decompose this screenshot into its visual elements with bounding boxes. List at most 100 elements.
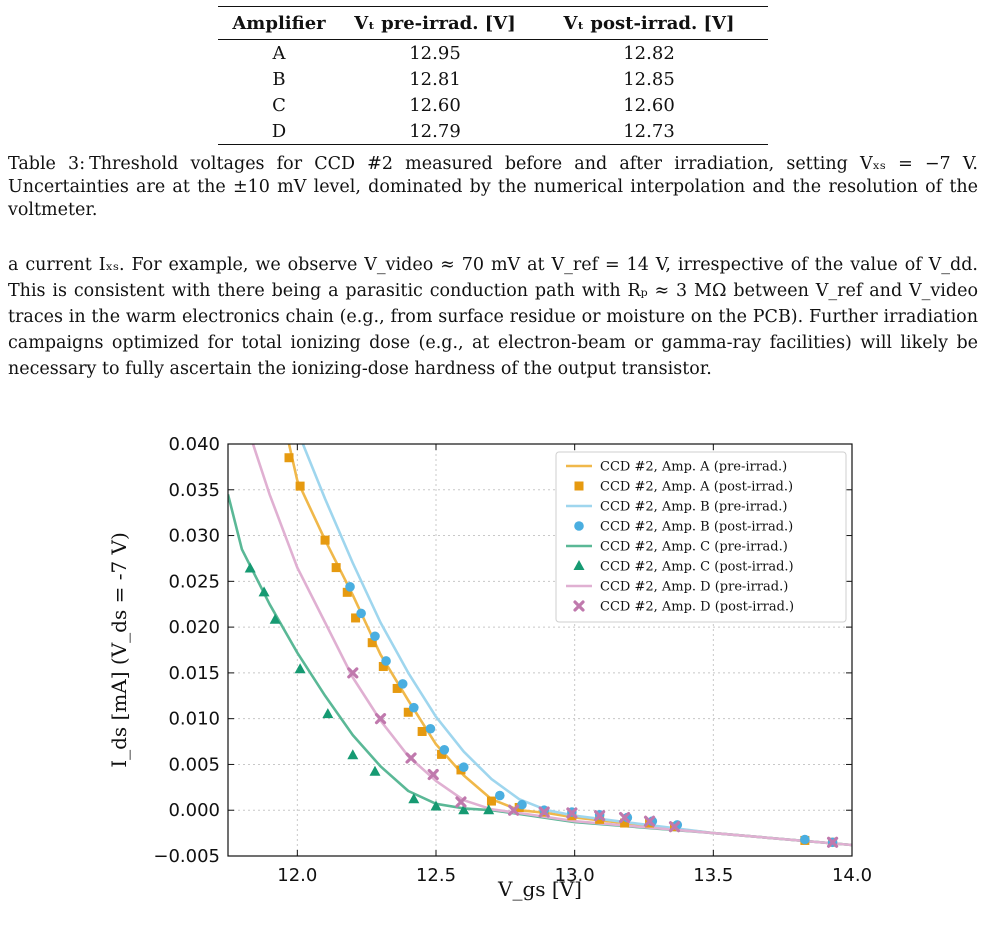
data-point-series-5 [430, 800, 442, 811]
y-tick-label: 0.035 [168, 480, 220, 501]
data-point-series-7 [374, 713, 387, 725]
legend-marker-swatch [573, 600, 585, 612]
table-cell-amplifier: A [272, 42, 286, 64]
data-point-series-1 [620, 818, 630, 828]
table-cell-post: 12.73 [623, 120, 675, 142]
table-header-vt-pre: Vₜ pre-irrad. [V] [354, 12, 516, 34]
data-point-series-5 [369, 765, 381, 776]
x-tick-label: 13.5 [693, 865, 733, 886]
data-point-series-7 [668, 821, 681, 833]
data-point-series-3 [517, 799, 527, 810]
series-line-6 [251, 444, 852, 847]
table-cell-pre: 12.79 [409, 120, 461, 142]
data-point-series-5 [258, 586, 270, 597]
tick-layer: 12.0 12.5 13.0 13.5 14.0 −0.005 0.000 0.005 0.01… [153, 434, 872, 886]
y-tick-label: 0.025 [168, 571, 220, 592]
table-caption: Table 3: Threshold voltages for CCD #2 me… [8, 153, 978, 222]
legend: CCD #2, Amp. A (pre-irrad.) CCD #2, Amp. … [555, 451, 847, 623]
y-tick-label: 0.010 [168, 709, 220, 730]
legend-entry-label: CCD #2, Amp. C (pre-irrad.) [600, 540, 788, 555]
table-cell-amplifier: B [272, 68, 286, 90]
y-tick-label: 0.020 [168, 617, 220, 638]
legend-entry-label: CCD #2, Amp. B (post-irrad.) [600, 520, 793, 535]
table-cell-post: 12.82 [623, 42, 675, 64]
table-row: D 12.79 12.73 [218, 118, 768, 144]
data-point-series-7 [347, 667, 359, 679]
data-point-series-7 [618, 811, 631, 824]
legend-entry-label: CCD #2, Amp. D (pre-irrad.) [600, 580, 788, 595]
data-point-series-1 [351, 613, 361, 623]
table-cell-pre: 12.60 [409, 94, 461, 116]
data-point-series-1 [342, 587, 352, 597]
table-cell-post: 12.60 [623, 94, 675, 116]
data-point-series-3 [370, 631, 380, 642]
data-point-series-7 [508, 804, 520, 816]
data-point-series-3 [381, 656, 391, 666]
data-point-series-1 [295, 481, 305, 491]
table-mid-rule [218, 39, 768, 40]
table-header-row: Amplifier Vₜ pre-irrad. [V] Vₜ post-irra… [218, 7, 768, 39]
data-point-series-1 [437, 749, 447, 759]
y-tick-label: 0.040 [168, 434, 220, 455]
table-cell-amplifier: C [272, 94, 286, 116]
table-bottom-rule [218, 144, 768, 145]
data-point-series-3 [356, 608, 366, 619]
series-layer [228, 444, 852, 848]
table-header-amplifier: Amplifier [232, 12, 326, 34]
data-point-series-1 [417, 726, 427, 736]
data-point-series-3 [397, 679, 408, 689]
legend-entry-label: CCD #2, Amp. A (post-irrad.) [600, 480, 793, 495]
data-point-series-5 [458, 804, 470, 815]
y-axis-label: I_ds [mA] (V_ds = -7 V) [107, 532, 131, 768]
table-row: B 12.81 12.85 [218, 66, 768, 92]
y-tick-label: −0.005 [153, 846, 220, 867]
legend-marker-swatch [574, 521, 584, 531]
data-point-series-1 [486, 796, 496, 806]
data-point-series-1 [284, 453, 294, 463]
data-point-series-3 [494, 790, 505, 801]
data-point-series-7 [538, 806, 550, 818]
caption-text: Threshold voltages for CCD #2 measured b… [8, 154, 978, 220]
y-tick-label: 0.030 [168, 526, 220, 547]
series-clip-group [228, 444, 852, 848]
legend-box [555, 451, 847, 623]
data-point-series-1 [403, 707, 413, 717]
plot-frame [227, 443, 853, 857]
data-point-series-5 [269, 613, 281, 624]
data-point-series-5 [408, 793, 420, 804]
table-cell-pre: 12.81 [409, 68, 461, 90]
x-tick-label: 13.0 [555, 865, 595, 886]
data-point-series-5 [244, 562, 256, 573]
y-tick-label: 0.000 [168, 800, 220, 821]
x-tick-label: 14.0 [832, 865, 872, 886]
x-tick-label: 12.0 [277, 865, 317, 886]
table-row: A 12.95 12.82 [218, 40, 768, 66]
caption-label: Table 3: [8, 154, 86, 174]
threshold-table: Amplifier Vₜ pre-irrad. [V] Vₜ post-irra… [218, 6, 768, 145]
table-top-rule [218, 6, 768, 7]
data-point-series-7 [643, 815, 656, 827]
data-point-series-7 [427, 768, 439, 781]
legend-entry-label: CCD #2, Amp. D (post-irrad.) [600, 600, 794, 615]
legend-marker-swatch [573, 560, 585, 570]
y-tick-label: 0.005 [168, 754, 220, 775]
y-tick-label: 0.015 [168, 663, 220, 684]
data-point-series-5 [483, 804, 495, 815]
data-point-series-5 [294, 663, 306, 674]
data-point-series-1 [320, 535, 330, 545]
data-point-series-7 [405, 752, 417, 764]
data-point-series-7 [566, 807, 578, 819]
data-point-series-1 [392, 683, 402, 693]
data-point-series-3 [425, 723, 436, 734]
table-header-vt-post: Vₜ post-irrad. [V] [563, 12, 735, 34]
legend-marker-swatch [574, 481, 584, 491]
data-point-series-5 [322, 708, 334, 719]
data-point-series-3 [345, 582, 355, 592]
x-tick-label: 12.5 [416, 865, 456, 886]
data-point-series-3 [439, 744, 450, 755]
table-row: C 12.60 12.60 [218, 92, 768, 118]
data-point-series-1 [331, 563, 341, 573]
data-point-series-5 [347, 749, 359, 760]
table-cell-amplifier: D [271, 120, 287, 142]
table-cell-post: 12.85 [623, 68, 675, 90]
